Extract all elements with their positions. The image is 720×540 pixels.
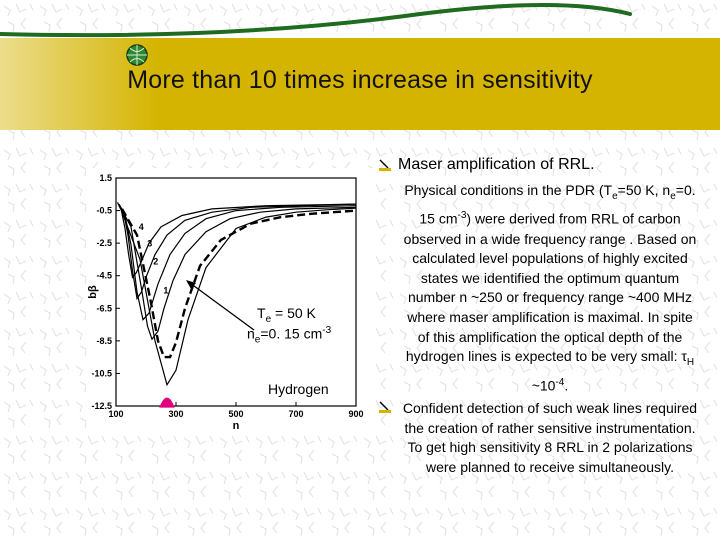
series-line-4 [118,205,357,321]
series-line-1 [121,207,357,387]
x-tick-label: 900 [348,409,363,419]
bullet-pen-icon [379,159,391,171]
paragraph-physical-conditions: Physical conditions in the PDR (Te=50 K,… [403,182,697,394]
series-line-5 [118,203,357,301]
x-tick-label: 100 [108,409,123,419]
title-band [0,38,720,130]
curve-label-3: 3 [147,238,152,248]
curve-label-4: 4 [139,222,144,232]
y-tick-label: -4.5 [96,271,112,281]
bullet-pen-icon [379,401,391,413]
y-tick-label: -6.5 [96,303,112,313]
hydrogen-marker [159,397,175,408]
series-line-3 [119,206,357,341]
series-line-6 [116,202,357,279]
curve-label-1: 1 [163,286,168,296]
slide-title: More than 10 times increase in sensitivi… [127,66,593,94]
y-axis-label: bβ [87,285,99,299]
x-tick-label: 500 [228,409,243,419]
paragraph-instrumentation: Confident detection of such weak lines r… [402,400,698,475]
temperature-annotation: Te = 50 K [257,305,316,328]
bullet-heading: Maser amplification of RRL. [398,156,595,173]
globe-icon [126,44,148,66]
y-tick-label: -8.5 [96,336,112,346]
y-tick-label: -2.5 [96,238,112,248]
x-axis-label: n [233,420,240,430]
curve-label-2: 2 [153,256,158,266]
y-tick-label: 1.5 [99,173,112,183]
plot-frame [115,177,357,407]
y-tick-label: -0.5 [96,206,112,216]
density-annotation: ne=0. 15 cm-3 [247,323,332,349]
x-tick-label: 300 [168,409,183,419]
y-tick-label: -10.5 [91,368,112,378]
chart-panel: 1.5 -0.5 -2.5 -4.5 -6.5 -8.5 -10.5 -12.5 100 300 5… [86,168,376,430]
series-line-2 [120,208,357,359]
hydrogen-label: Hydrogen [268,381,329,397]
y-tick-label: -12.5 [91,401,112,411]
x-tick-label: 700 [288,409,303,419]
title-decoration [0,3,632,66]
